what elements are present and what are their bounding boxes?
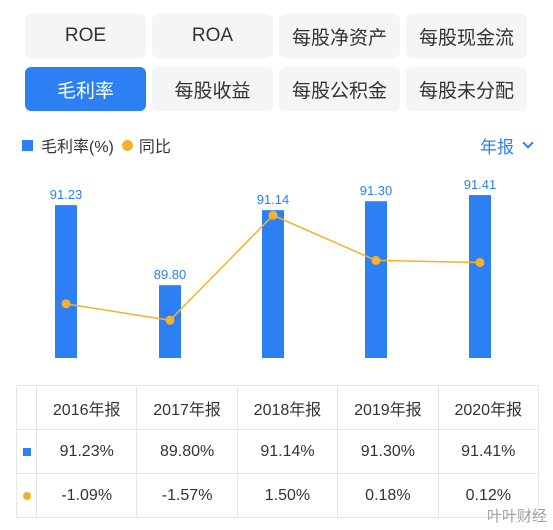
table-cell: 91.23% — [35, 429, 138, 474]
bar-data-label: 91.30 — [360, 183, 393, 198]
gross-margin-bar — [365, 201, 387, 358]
yoy-point — [475, 257, 485, 267]
yoy-point — [371, 255, 381, 265]
table-cell: -1.09% — [35, 473, 138, 518]
gross-margin-bar — [262, 210, 284, 358]
table-cell: 89.80% — [136, 429, 238, 474]
gross-margin-chart: 91.23 89.80 91.14 91.30 91.41 — [50, 177, 497, 358]
bar-data-label: 91.41 — [464, 177, 497, 192]
table-cell: 91.41% — [437, 429, 540, 474]
row-marker-cell — [16, 473, 37, 518]
bar-legend-label: 毛利率(%) — [41, 139, 114, 156]
bar-legend-square-icon — [22, 139, 33, 151]
metric-tabs: ROE ROA 每股净资产 每股现金流 毛利率 每股收益 每股公积金 每股未分配 — [25, 14, 528, 120]
gross-margin-bar — [55, 205, 77, 358]
table-cell: 0.18% — [337, 473, 439, 518]
line-legend-dot-icon — [121, 139, 133, 151]
chevron-down-icon — [522, 137, 534, 149]
bar-data-label: 91.23 — [50, 187, 83, 202]
table-cell: 0.12% — [437, 473, 540, 518]
tab-net-assets-per-share[interactable]: 每股净资产 — [279, 14, 400, 58]
bar-marker-square-icon — [22, 447, 31, 456]
bar-data-label: 91.14 — [257, 192, 290, 207]
table-header-cell: 2019年报 — [337, 385, 439, 430]
tab-roa[interactable]: ROA — [152, 14, 273, 58]
gross-margin-bar — [469, 195, 491, 358]
table-row-gross-margin: 91.23% 89.80% 91.14% 91.30% 91.41% — [16, 429, 540, 474]
metric-tab-row-2: 毛利率 每股收益 每股公积金 每股未分配 — [25, 67, 528, 111]
tab-roe[interactable]: ROE — [25, 14, 146, 58]
table-cell: 1.50% — [236, 473, 339, 518]
tab-eps[interactable]: 每股收益 — [152, 67, 273, 111]
table-cell: -1.57% — [136, 473, 238, 518]
yoy-point — [268, 210, 278, 220]
yoy-point — [165, 315, 175, 325]
table-cell: 91.30% — [337, 429, 439, 474]
table-header-cell: 2017年报 — [136, 385, 238, 430]
metric-tab-row-1: ROE ROA 每股净资产 每股现金流 — [25, 14, 528, 58]
row-marker-cell — [16, 429, 37, 474]
line-legend-label: 同比 — [138, 139, 171, 156]
yoy-point — [61, 299, 71, 309]
table-header-cell: 2018年报 — [236, 385, 339, 430]
table-header-cell: 2020年报 — [437, 385, 540, 430]
period-selector-label: 年报 — [480, 138, 514, 157]
table-cell: 91.14% — [236, 429, 339, 474]
tab-undistributed-per-share[interactable]: 每股未分配 — [406, 67, 527, 111]
bar-data-label: 89.80 — [154, 267, 187, 282]
chart-legend: 毛利率(%) 同比 年报 — [22, 133, 534, 158]
table-corner-cell — [16, 385, 37, 430]
tab-reserve-per-share[interactable]: 每股公积金 — [279, 67, 400, 111]
table-row-yoy: -1.09% -1.57% 1.50% 0.18% 0.12% — [16, 473, 540, 518]
watermark: 叶叶财经 — [486, 508, 547, 525]
period-selector[interactable]: 年报 — [480, 133, 534, 158]
data-table: 2016年报 2017年报 2018年报 2019年报 2020年报 91.23… — [16, 385, 540, 518]
table-header-cell: 2016年报 — [35, 385, 138, 430]
tab-cash-flow-per-share[interactable]: 每股现金流 — [406, 14, 527, 58]
line-marker-dot-icon — [22, 491, 31, 500]
table-header-row: 2016年报 2017年报 2018年报 2019年报 2020年报 — [16, 385, 540, 430]
tab-gross-margin[interactable]: 毛利率 — [25, 67, 146, 111]
